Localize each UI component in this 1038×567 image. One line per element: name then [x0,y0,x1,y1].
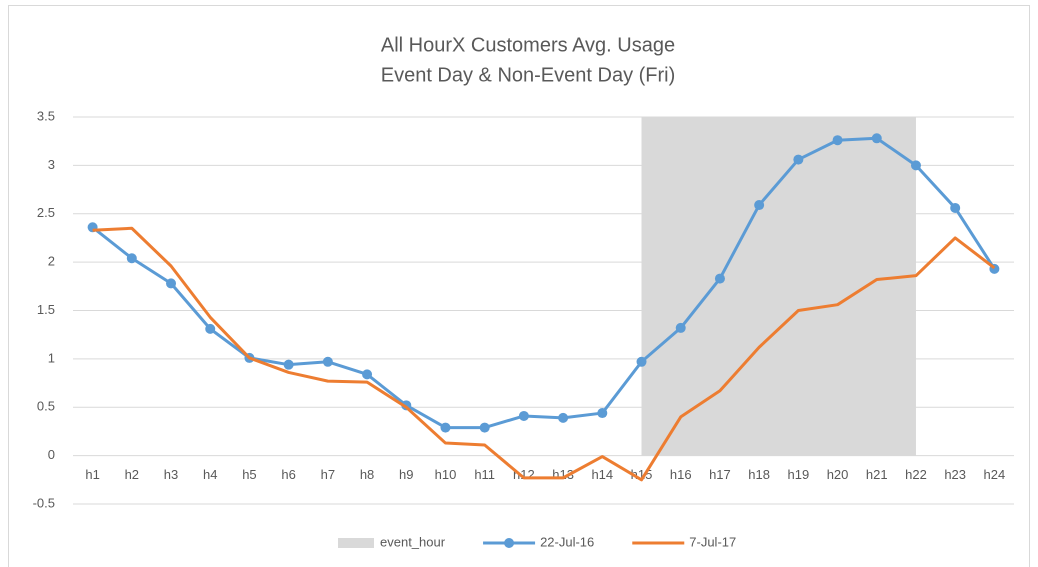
x-tick-label: h23 [944,467,966,482]
chart-subtitle: Event Day & Non-Event Day (Fri) [381,64,676,86]
x-tick-label: h16 [670,467,692,482]
y-tick-label: 1 [48,350,55,365]
y-tick-label: 3.5 [37,108,55,123]
point-marker [126,253,137,264]
legend-label: 22-Jul-16 [540,534,594,549]
y-tick-label: 2 [48,254,55,269]
x-tick-label: h12 [513,467,535,482]
point-marker [910,160,921,171]
point-marker [675,322,686,333]
y-tick-label: 2.5 [37,205,55,220]
x-tick-label: h11 [474,467,495,482]
x-tick-label: h2 [125,467,139,482]
y-tick-label: 3 [48,157,55,172]
x-tick-label: h1 [85,467,99,482]
legend-swatch [338,538,374,548]
event-area [641,117,916,456]
point-marker [479,422,490,433]
x-tick-label: h20 [827,467,849,482]
y-tick-label: 1.5 [37,302,55,317]
legend-label: 7-Jul-17 [689,534,736,549]
x-tick-label: h18 [748,467,770,482]
legend-label: event_hour [380,534,446,549]
x-tick-label: h7 [321,467,335,482]
x-tick-label: h3 [164,467,178,482]
x-tick-label: h19 [788,467,810,482]
x-tick-label: h8 [360,467,374,482]
point-marker [166,278,177,289]
x-tick-label: h4 [203,467,217,482]
x-tick-label: h6 [281,467,295,482]
legend-marker [504,538,515,548]
point-marker [440,422,451,433]
point-marker [322,356,333,367]
chart-title: All HourX Customers Avg. Usage [381,34,675,56]
y-tick-label: 0.5 [37,399,55,414]
point-marker [754,200,765,211]
point-marker [205,323,216,334]
point-marker [597,408,608,419]
x-tick-label: h17 [709,467,731,482]
x-tick-label: h10 [435,467,457,482]
x-tick-label: h24 [984,467,1006,482]
point-marker [832,135,843,146]
point-marker [362,369,373,380]
point-marker [714,273,725,284]
x-tick-label: h22 [905,467,927,482]
point-marker [283,359,294,370]
x-tick-label: h9 [399,467,413,482]
x-tick-label: h21 [866,467,888,482]
point-marker [558,412,569,423]
y-tick-label: 0 [48,447,55,462]
point-marker [950,202,961,213]
point-marker [636,356,647,367]
x-tick-label: h14 [591,467,613,482]
series-line [92,226,996,482]
point-marker [793,154,804,165]
x-tick-label: h5 [242,467,256,482]
point-marker [871,133,882,144]
y-tick-label: -0.5 [33,495,55,510]
point-marker [518,410,529,421]
